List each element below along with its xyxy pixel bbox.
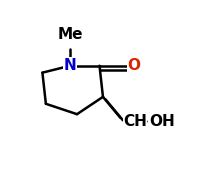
Text: O: O bbox=[127, 58, 140, 73]
Text: Me: Me bbox=[57, 26, 83, 42]
Text: N: N bbox=[64, 58, 76, 73]
Text: OH: OH bbox=[150, 114, 176, 129]
Text: CH: CH bbox=[123, 114, 147, 129]
